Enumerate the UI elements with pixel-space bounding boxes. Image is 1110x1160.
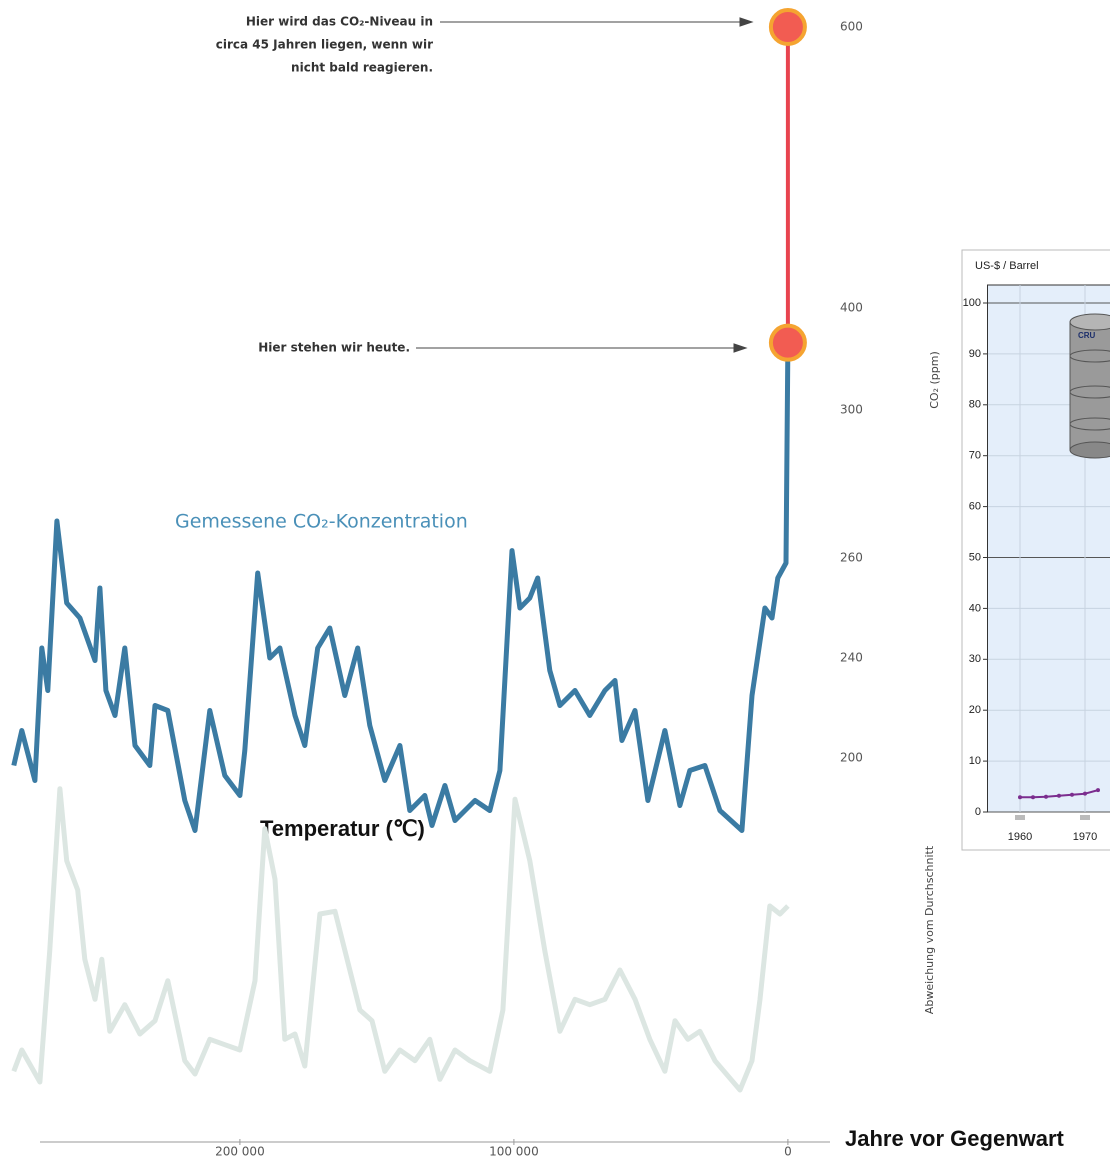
- y-tick-label: 80: [969, 399, 981, 411]
- y-tick-label: 0: [975, 806, 981, 818]
- data-point: [1031, 795, 1035, 800]
- y-tick-label: 50: [969, 551, 981, 563]
- image-label: CRU: [1078, 331, 1096, 340]
- annotation: circa 45 Jahren liegen, wenn wir: [216, 38, 433, 52]
- y-axis-label: CO₂ (ppm): [928, 351, 941, 409]
- y-tick-label: 100: [963, 297, 981, 309]
- data-point: [1070, 792, 1074, 797]
- data-line: [11, 786, 790, 1093]
- data-point: [1057, 793, 1061, 798]
- inset-y-label: US-$ / Barrel: [975, 260, 1039, 272]
- grid: 0 10 20 30 40 50 60 70 80 90 100 1960 1970: [963, 285, 1110, 843]
- x-axis-label: Jahre vor Gegenwart: [845, 1126, 1065, 1151]
- data-point: [768, 8, 807, 46]
- y-tick-label: 260: [840, 551, 863, 565]
- x-tick-label: 0: [784, 1145, 792, 1159]
- y-tick-label: 400: [840, 301, 863, 315]
- y-tick-label: 240: [840, 651, 863, 665]
- x-tick: [1080, 815, 1090, 820]
- y-tick-label: 70: [969, 450, 981, 462]
- data-point: [1083, 791, 1087, 796]
- data-point: [1044, 794, 1048, 799]
- temperature-title: Temperatur (℃): [260, 816, 425, 841]
- y-tick-label: 200: [840, 751, 863, 765]
- y-tick-label: 10: [969, 755, 981, 767]
- x-tick-label: 1970: [1073, 831, 1097, 843]
- data-point: [1018, 795, 1022, 800]
- barrel-image: [1069, 313, 1110, 459]
- annotation: Hier wird das CO₂-Niveau in: [246, 15, 433, 29]
- annotation: Hier stehen wir heute.: [258, 341, 410, 355]
- y-tick-label: 90: [969, 348, 981, 360]
- series-label: Gemessene CO₂-Konzentration: [175, 511, 468, 533]
- x-tick: [1015, 815, 1025, 820]
- y-tick-label: 300: [840, 403, 863, 417]
- x-tick-label: 100 000: [489, 1145, 539, 1159]
- y-tick-label: 30: [969, 653, 981, 665]
- y-tick-label: 600: [840, 20, 863, 34]
- annotation-arrows: [416, 17, 754, 353]
- x-tick-label: 1960: [1008, 831, 1032, 843]
- data-point: [768, 323, 807, 362]
- y-tick-label: 20: [969, 704, 981, 716]
- annotation: nicht bald reagieren.: [291, 61, 433, 75]
- data-line: [11, 342, 791, 833]
- x-tick-label: 200 000: [215, 1145, 265, 1159]
- data-point: [1096, 788, 1100, 793]
- y-axis-label: Abweichung vom Durchschnitt: [923, 845, 936, 1014]
- y-tick-label: 60: [969, 501, 981, 513]
- y-tick-label: 40: [969, 602, 981, 614]
